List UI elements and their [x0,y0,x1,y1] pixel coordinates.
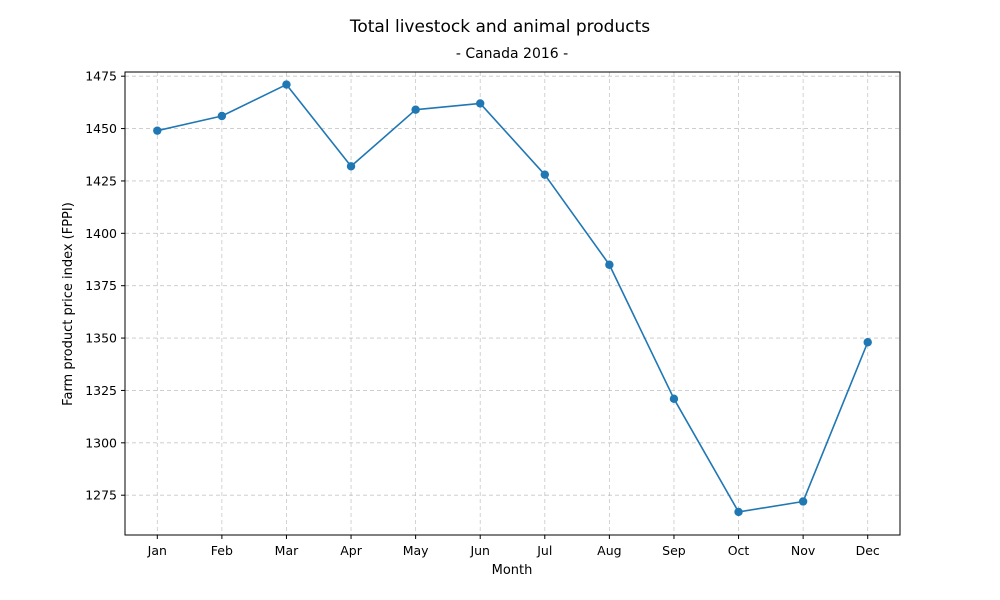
series-layer [153,80,872,517]
x-tick-label: Jun [469,543,490,558]
grid-layer [125,72,900,535]
plot-frame [124,71,901,536]
x-tick-label: Sep [662,543,686,558]
series-line [157,83,869,513]
x-tick-label: Jan [147,543,167,558]
y-tick-label: 1475 [85,69,117,84]
data-point-aug [605,260,614,269]
data-point-nov [798,497,808,506]
data-point-jun [476,99,485,108]
x-tick-label: Feb [211,543,233,558]
x-tick-label: Oct [728,543,750,558]
y-tick-label: 1400 [85,226,117,241]
data-point-jul [540,170,549,179]
x-tick-label: Apr [340,543,362,558]
chart-subtitle: - Canada 2016 - [456,46,568,62]
x-axis-label: Month [492,563,533,578]
y-tick-label: 1375 [85,278,117,293]
x-tick-label: Nov [791,543,816,558]
x-tick-label: Aug [597,543,621,558]
data-point-dec [863,338,872,347]
x-tick-label: Dec [856,543,880,558]
data-point-jan [153,126,162,135]
chart-title: Total livestock and animal products [349,17,650,37]
x-tick-label: Jul [536,543,552,558]
y-tick-label: 1325 [85,383,117,398]
data-point-apr [346,162,356,171]
y-tick-label: 1350 [85,331,117,346]
data-point-sep [669,394,679,404]
x-tick-label: May [403,543,429,558]
y-tick-label: 1300 [85,435,117,450]
data-point-may [411,105,420,114]
data-point-oct [734,507,743,517]
data-point-mar [282,80,291,89]
y-tick-label: 1450 [85,121,117,136]
data-point-feb [217,111,227,121]
y-tick-label: 1275 [85,488,117,503]
y-axis-label: Farm product price index (FPPI) [61,202,76,406]
axis-layer: Jan Feb Mar Apr May Jun Jul Aug Sep Oct Nov Dec 1275… [85,69,901,558]
x-tick-label: Mar [275,543,299,558]
y-tick-label: 1425 [85,173,117,188]
